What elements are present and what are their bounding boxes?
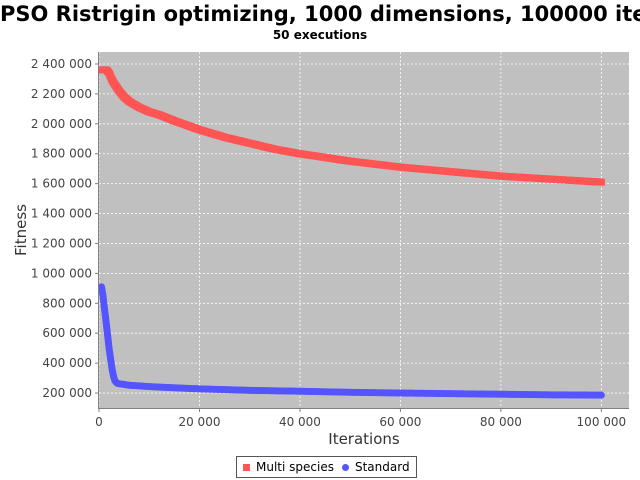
legend-label: Standard [354,460,410,474]
square-marker-icon [243,463,250,471]
plot-area [99,52,629,408]
y-tick-label: 2 400 000 [31,57,92,71]
series-layer [98,66,605,399]
y-tick-label: 1 400 000 [31,207,92,221]
chart-subtitle: 50 executions [272,28,368,42]
x-tick-label: 20 000 [178,415,220,429]
circle-marker-icon [341,463,349,471]
y-tick-label: 400 000 [42,356,92,370]
y-tick-label: 2 000 000 [31,117,92,131]
y-tick-label: 2 200 000 [31,87,92,101]
x-tick-label: 100 000 [577,415,627,429]
axes: 200 000 400 000 600 000 800 000 1 000 000 1 2… [31,52,629,429]
y-tick-label: 1 000 000 [31,266,92,280]
y-tick-label: 800 000 [42,296,92,310]
x-tick-label: 80 000 [480,415,522,429]
legend-item-standard: Standard [341,460,410,474]
x-tick-label: 60 000 [379,415,421,429]
x-tick-label: 0 [95,415,103,429]
legend-label: Multi species [256,460,334,474]
data-point [597,178,605,186]
x-tick-label: 40 000 [279,415,321,429]
y-tick-label: 1 800 000 [31,147,92,161]
legend: Multi species Standard [236,456,417,478]
chart-title: PSO Ristrigin optimizing, 1000 dimension… [0,2,640,26]
y-tick-label: 1 200 000 [31,236,92,250]
series-1 [98,283,605,399]
data-point [597,391,605,399]
series-0 [98,66,605,186]
y-tick-label: 200 000 [42,386,92,400]
y-tick-label: 1 600 000 [31,177,92,191]
y-tick-label: 600 000 [42,326,92,340]
x-axis-label: Iterations [328,430,400,448]
y-axis-label: Fitness [12,204,30,256]
legend-item-multi-species: Multi species [243,460,334,474]
